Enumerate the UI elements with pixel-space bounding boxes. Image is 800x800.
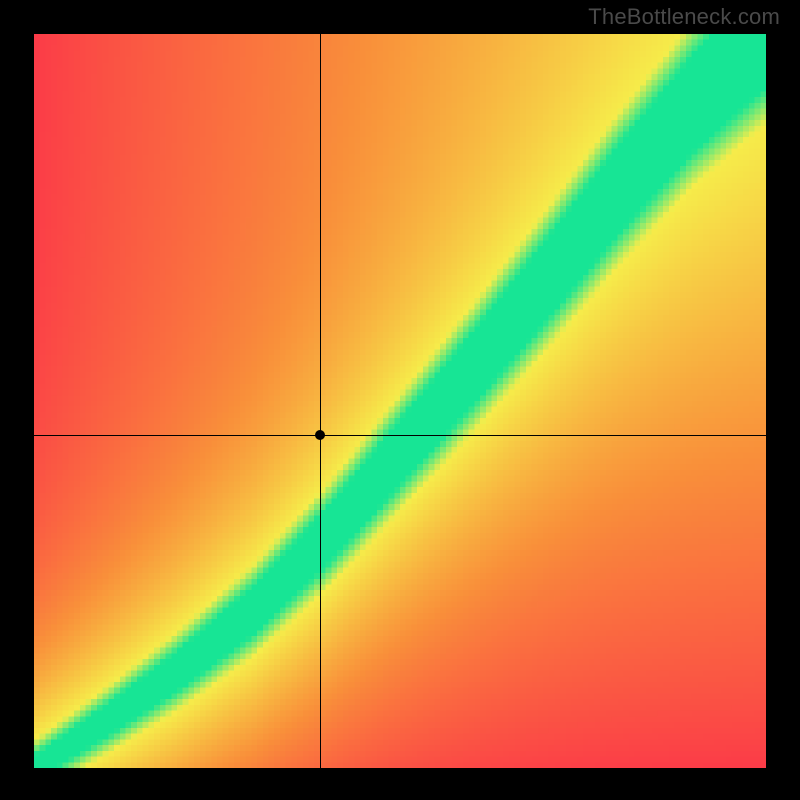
heatmap-canvas bbox=[34, 34, 766, 768]
watermark-text: TheBottleneck.com bbox=[588, 4, 780, 30]
crosshair-vertical bbox=[320, 34, 321, 768]
marker-dot bbox=[315, 430, 325, 440]
crosshair-horizontal bbox=[34, 435, 766, 436]
chart-container: TheBottleneck.com bbox=[0, 0, 800, 800]
heatmap-plot bbox=[34, 34, 766, 768]
